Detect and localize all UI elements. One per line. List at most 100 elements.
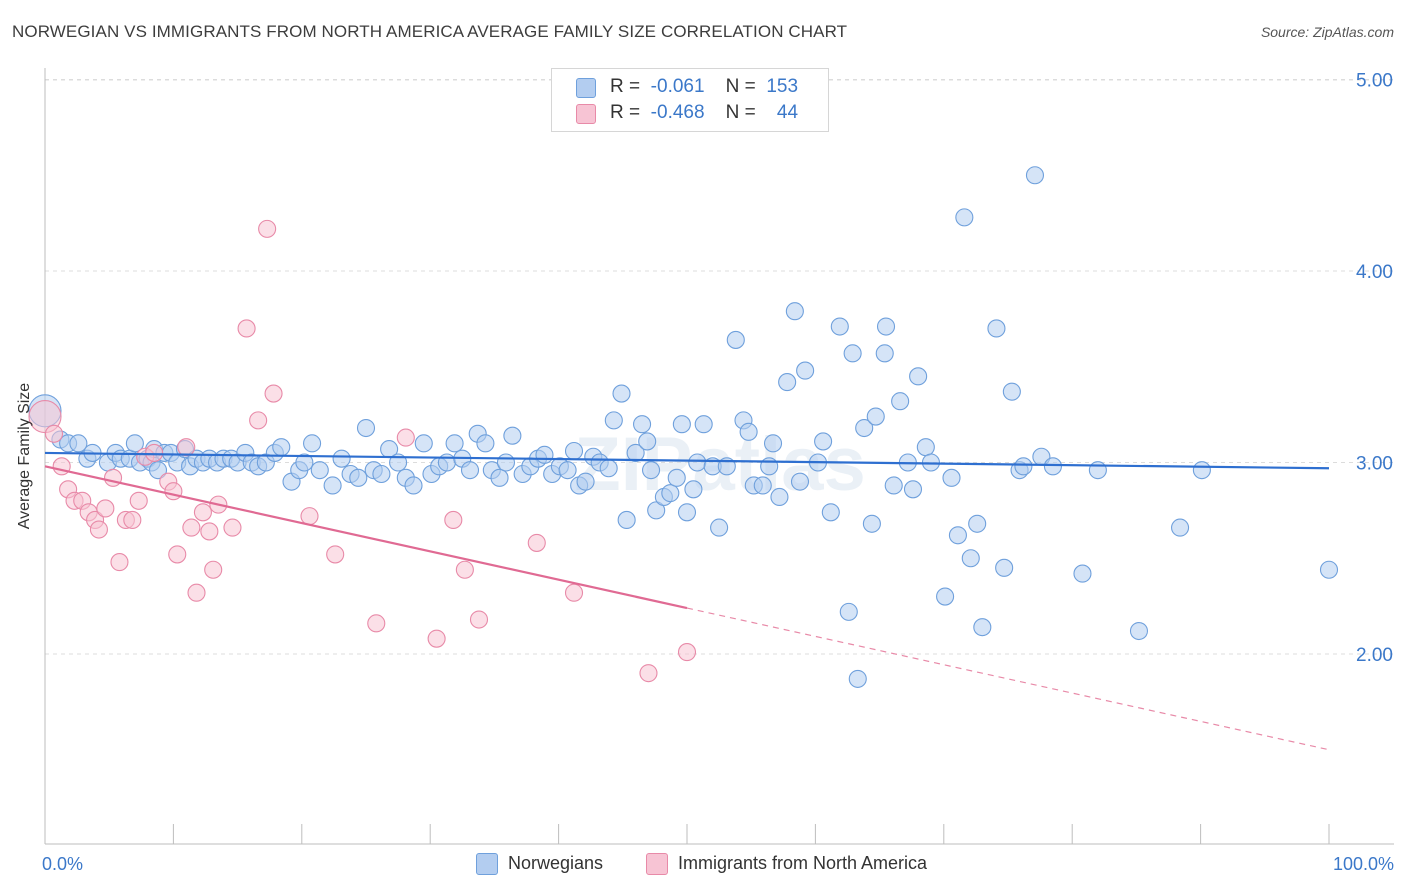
data-point bbox=[821, 503, 840, 522]
data-point bbox=[300, 507, 319, 526]
data-point bbox=[168, 545, 187, 564]
data-point bbox=[1073, 564, 1092, 583]
data-point bbox=[182, 518, 201, 537]
data-point bbox=[445, 434, 464, 453]
legend-r-value: -0.061 bbox=[650, 76, 705, 97]
data-point bbox=[476, 434, 495, 453]
data-point bbox=[796, 361, 815, 380]
data-point bbox=[770, 487, 789, 507]
data-point bbox=[694, 415, 713, 434]
data-point bbox=[604, 411, 623, 430]
data-point bbox=[444, 510, 463, 530]
data-point bbox=[503, 426, 522, 445]
data-point bbox=[223, 518, 242, 537]
data-point bbox=[576, 472, 595, 491]
data-point bbox=[641, 461, 661, 480]
y-tick-labels: 2.00 3.00 4.00 5.00 bbox=[1356, 71, 1393, 667]
data-point bbox=[1043, 457, 1062, 476]
data-point bbox=[760, 457, 779, 476]
data-point bbox=[123, 510, 142, 530]
y-axis-title: Average Family Size bbox=[16, 382, 33, 530]
data-point bbox=[973, 618, 992, 637]
data-point bbox=[535, 445, 554, 464]
data-point bbox=[778, 373, 797, 392]
data-point bbox=[891, 392, 910, 411]
data-point bbox=[1192, 461, 1211, 480]
data-point bbox=[1014, 457, 1033, 476]
data-point bbox=[200, 522, 219, 541]
data-point bbox=[785, 302, 804, 321]
data-point bbox=[710, 518, 729, 537]
data-point bbox=[830, 317, 849, 336]
data-point bbox=[617, 510, 636, 530]
y-tick-label: 2.00 bbox=[1356, 645, 1393, 666]
data-point bbox=[28, 399, 62, 434]
data-point bbox=[193, 503, 212, 522]
data-point bbox=[237, 319, 256, 338]
trend-lines bbox=[44, 451, 1330, 751]
data-point bbox=[204, 560, 223, 579]
data-point bbox=[427, 629, 446, 648]
data-point bbox=[258, 219, 277, 238]
data-point bbox=[527, 533, 546, 552]
y-tick-label: 4.00 bbox=[1356, 262, 1393, 283]
data-point bbox=[638, 432, 657, 451]
data-point bbox=[404, 476, 423, 495]
data-point bbox=[855, 418, 874, 438]
data-point bbox=[414, 434, 433, 453]
data-point bbox=[647, 501, 666, 520]
data-point bbox=[396, 428, 415, 447]
data-point bbox=[848, 669, 867, 688]
data-point bbox=[948, 526, 967, 545]
data-point bbox=[356, 418, 376, 438]
legend-r-label: R = bbox=[610, 102, 641, 123]
data-point bbox=[968, 514, 987, 533]
data-point bbox=[884, 476, 903, 495]
data-point bbox=[372, 464, 391, 484]
data-point bbox=[145, 443, 164, 462]
data-point bbox=[936, 587, 955, 606]
data-point bbox=[303, 434, 322, 453]
legend-swatch-immigrants bbox=[576, 104, 596, 124]
data-point bbox=[987, 319, 1006, 338]
data-point bbox=[626, 443, 645, 462]
series-immigrants-points bbox=[28, 219, 697, 683]
data-point bbox=[264, 384, 283, 403]
data-point bbox=[1002, 382, 1021, 401]
y-tick-label: 3.00 bbox=[1356, 454, 1393, 475]
data-point bbox=[866, 407, 885, 426]
data-point bbox=[96, 499, 115, 518]
y-tick-label: 5.00 bbox=[1356, 71, 1393, 92]
trend-line-immigrants-extension bbox=[686, 607, 1330, 751]
data-point bbox=[249, 411, 268, 430]
data-point bbox=[187, 583, 206, 602]
series-norwegians-points bbox=[28, 166, 1339, 688]
legend-swatch-immigrants bbox=[646, 853, 668, 875]
data-point bbox=[1025, 166, 1045, 185]
data-point bbox=[862, 514, 881, 533]
legend-n-label: N = bbox=[725, 76, 756, 97]
legend-label-immigrants: Immigrants from North America bbox=[678, 853, 928, 873]
data-point bbox=[323, 476, 342, 495]
data-point bbox=[349, 468, 368, 487]
correlation-legend: R = -0.061 N = 153 R = -0.468 N = 44 bbox=[551, 68, 829, 132]
data-point bbox=[1088, 461, 1107, 480]
data-point bbox=[909, 367, 928, 386]
data-point bbox=[310, 461, 329, 480]
source-credit: Source: ZipAtlas.com bbox=[1260, 24, 1394, 40]
data-point bbox=[667, 468, 686, 487]
data-point bbox=[839, 602, 858, 621]
data-point bbox=[995, 558, 1014, 577]
legend-r-label: R = bbox=[610, 76, 641, 97]
data-point bbox=[677, 503, 697, 522]
data-point bbox=[942, 468, 961, 487]
data-point bbox=[295, 453, 314, 472]
data-point bbox=[490, 468, 509, 487]
legend-label-norwegians: Norwegians bbox=[508, 853, 604, 873]
trend-line-norwegians bbox=[44, 451, 1330, 470]
data-point bbox=[612, 384, 631, 403]
data-point bbox=[326, 545, 345, 564]
data-point bbox=[564, 583, 584, 602]
data-point bbox=[790, 472, 810, 491]
data-point bbox=[955, 208, 974, 227]
